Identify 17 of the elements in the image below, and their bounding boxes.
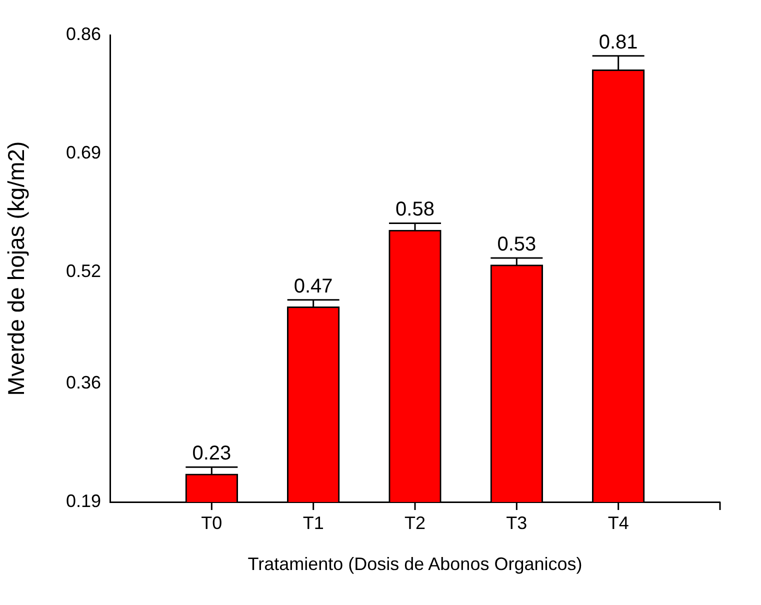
- x-tick-label: T3: [506, 512, 528, 533]
- x-axis-title: Tratamiento (Dosis de Abonos Organicos): [248, 554, 582, 574]
- y-tick-label: 0.36: [66, 372, 101, 392]
- data-label: 0.58: [396, 198, 434, 221]
- y-tick-label: 0.52: [66, 260, 101, 281]
- x-tick-label: T2: [404, 512, 426, 533]
- y-tick-label: 0.86: [66, 24, 101, 44]
- y-tick-label: 0.69: [66, 142, 101, 162]
- y-tick-label: 0.19: [66, 490, 101, 511]
- x-tick-label: T4: [608, 512, 629, 533]
- data-label: 0.47: [294, 275, 333, 298]
- data-label: 0.23: [192, 442, 232, 465]
- data-label: 0.53: [497, 234, 536, 256]
- data-label: 0.81: [598, 31, 638, 54]
- x-tick-label: T0: [201, 512, 222, 533]
- y-axis-title: Mverde de hojas (kg/m2): [3, 141, 30, 396]
- x-tick-label: T1: [302, 512, 324, 533]
